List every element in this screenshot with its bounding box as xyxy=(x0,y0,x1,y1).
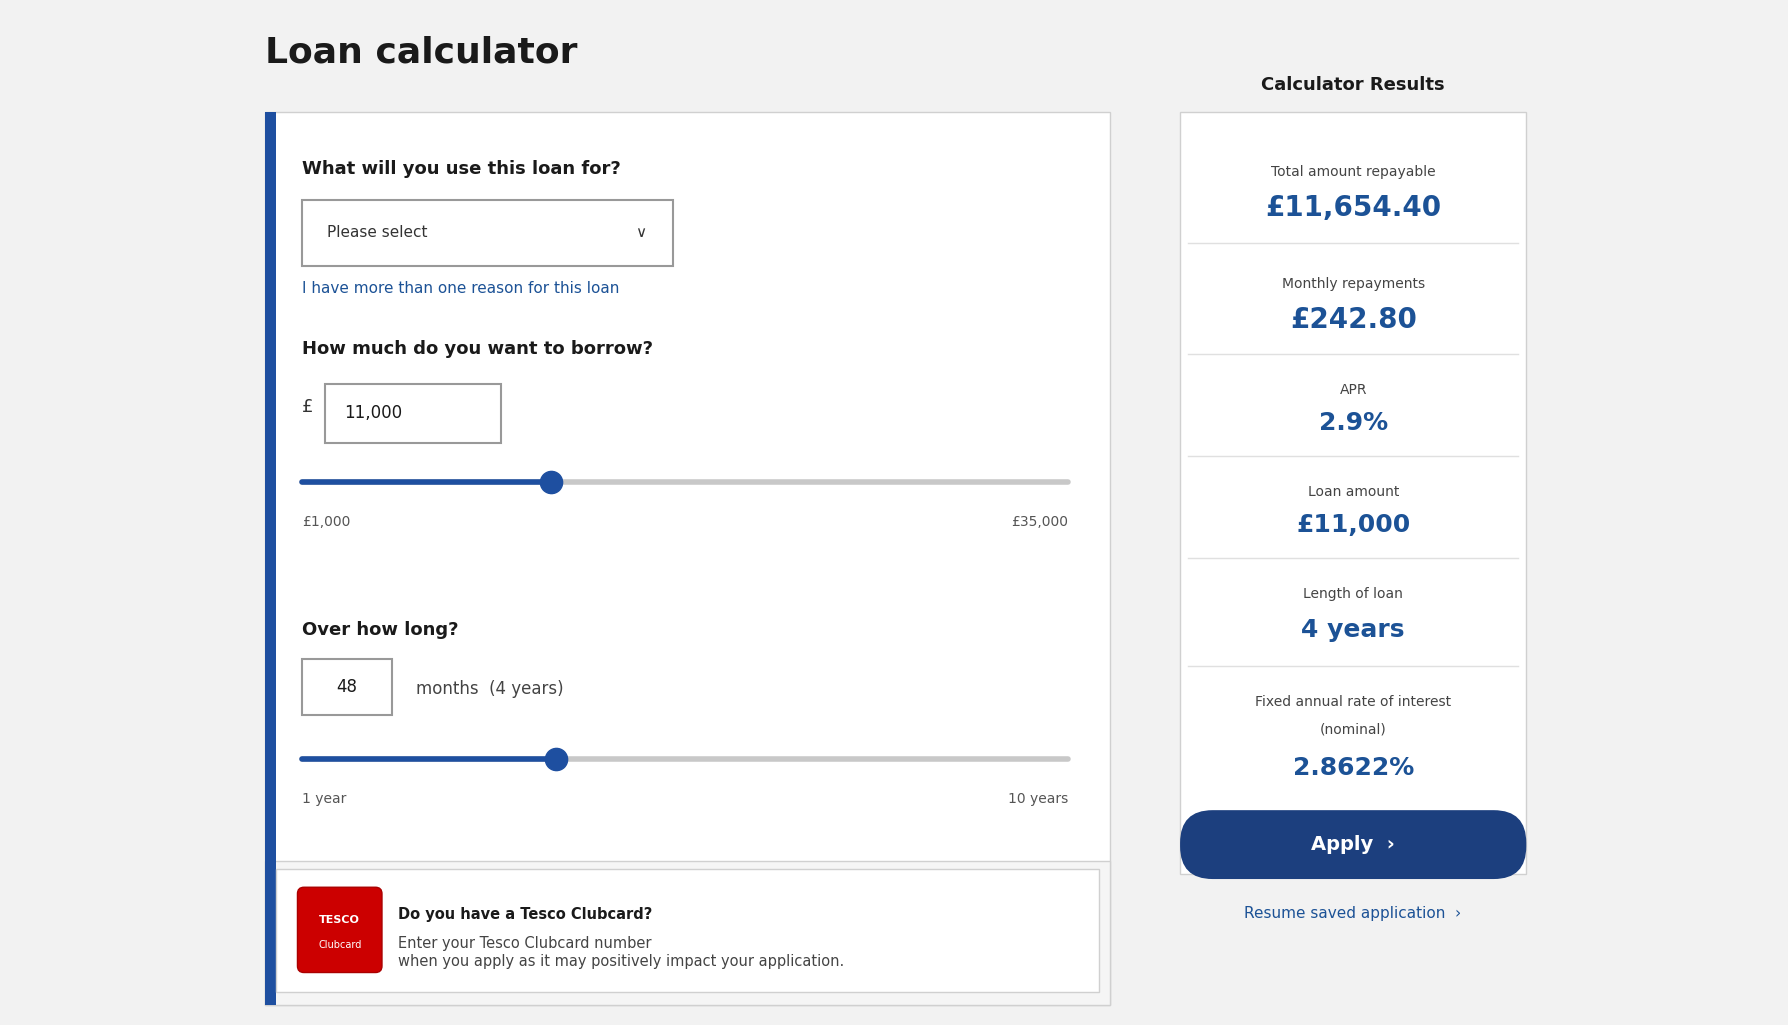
Text: Length of loan: Length of loan xyxy=(1303,586,1404,601)
Text: I have more than one reason for this loan: I have more than one reason for this loa… xyxy=(302,281,620,296)
Text: 1 year: 1 year xyxy=(302,791,347,806)
Text: Loan calculator: Loan calculator xyxy=(265,36,578,70)
Text: £11,654.40: £11,654.40 xyxy=(1266,195,1441,222)
Bar xyxy=(265,861,1110,1006)
Text: Calculator Results: Calculator Results xyxy=(1261,76,1445,94)
Text: Loan amount: Loan amount xyxy=(1307,485,1398,499)
Text: 4 years: 4 years xyxy=(1302,618,1405,642)
Bar xyxy=(265,112,277,1006)
Text: How much do you want to borrow?: How much do you want to borrow? xyxy=(302,340,653,359)
Text: Apply  ›: Apply › xyxy=(1311,835,1395,854)
Text: £242.80: £242.80 xyxy=(1289,305,1416,334)
Text: TESCO: TESCO xyxy=(320,914,359,925)
Text: Fixed annual rate of interest: Fixed annual rate of interest xyxy=(1255,695,1452,709)
Text: £: £ xyxy=(302,398,315,416)
Text: What will you use this loan for?: What will you use this loan for? xyxy=(302,160,620,178)
Text: £1,000: £1,000 xyxy=(302,515,350,529)
Text: Enter your Tesco Clubcard number
when you apply as it may positively impact your: Enter your Tesco Clubcard number when yo… xyxy=(399,937,844,969)
Text: £11,000: £11,000 xyxy=(1296,512,1411,537)
Text: 2.8622%: 2.8622% xyxy=(1293,755,1414,780)
FancyBboxPatch shape xyxy=(297,888,383,973)
Text: Please select: Please select xyxy=(327,226,427,241)
Text: 48: 48 xyxy=(336,679,358,696)
Text: months  (4 years): months (4 years) xyxy=(417,680,563,698)
Bar xyxy=(302,200,672,265)
Bar xyxy=(277,869,1100,992)
Bar xyxy=(302,659,392,715)
Text: Resume saved application  ›: Resume saved application › xyxy=(1244,906,1461,921)
Text: Monthly repayments: Monthly repayments xyxy=(1282,277,1425,291)
FancyBboxPatch shape xyxy=(1180,810,1527,879)
Text: Total amount repayable: Total amount repayable xyxy=(1271,165,1436,179)
Bar xyxy=(1180,112,1527,874)
Bar xyxy=(325,383,501,443)
Text: Clubcard: Clubcard xyxy=(318,940,361,950)
Text: Over how long?: Over how long? xyxy=(302,621,460,639)
Text: 11,000: 11,000 xyxy=(345,404,402,422)
Text: ∨: ∨ xyxy=(635,226,645,241)
Text: Do you have a Tesco Clubcard?: Do you have a Tesco Clubcard? xyxy=(399,907,653,921)
Text: APR: APR xyxy=(1339,383,1368,398)
Text: (nominal): (nominal) xyxy=(1320,723,1386,737)
Bar xyxy=(265,112,1110,1006)
Text: 10 years: 10 years xyxy=(1008,791,1067,806)
Text: 2.9%: 2.9% xyxy=(1318,411,1387,436)
Text: £35,000: £35,000 xyxy=(1010,515,1067,529)
